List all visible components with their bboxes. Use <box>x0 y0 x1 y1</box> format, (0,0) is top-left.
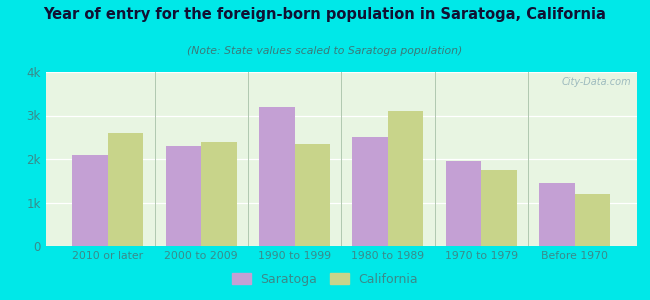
Bar <box>481 170 517 246</box>
Bar <box>72 154 108 246</box>
Legend: Saratoga, California: Saratoga, California <box>227 268 423 291</box>
Bar <box>575 194 610 246</box>
Bar <box>108 133 144 246</box>
Bar <box>259 107 294 246</box>
Bar <box>352 137 388 246</box>
Text: City-Data.com: City-Data.com <box>562 77 631 87</box>
Bar <box>166 146 202 246</box>
Bar <box>388 111 423 246</box>
Text: (Note: State values scaled to Saratoga population): (Note: State values scaled to Saratoga p… <box>187 46 463 56</box>
Bar <box>539 183 575 246</box>
Bar <box>202 142 237 246</box>
Bar <box>446 161 481 246</box>
Text: Year of entry for the foreign-born population in Saratoga, California: Year of entry for the foreign-born popul… <box>44 8 606 22</box>
Bar <box>294 144 330 246</box>
